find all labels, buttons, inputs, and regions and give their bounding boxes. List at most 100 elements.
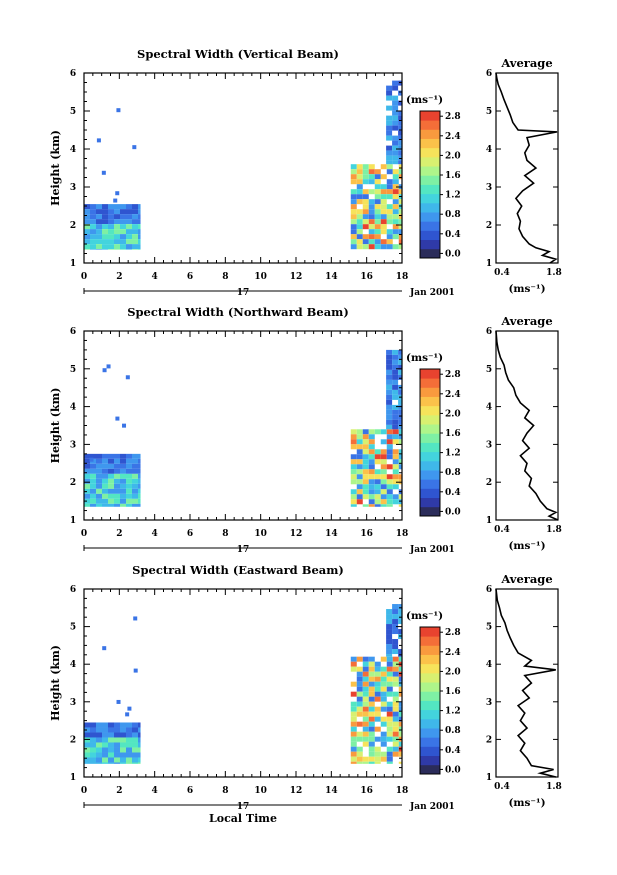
heatmap-cell-2-0 bbox=[120, 762, 126, 764]
heatmap-cell-1-1 bbox=[374, 504, 381, 507]
heatmap-cell-0-1 bbox=[392, 174, 399, 180]
heatmap-cell-0-0 bbox=[120, 244, 126, 250]
heatmap-cell-1-1 bbox=[362, 464, 369, 470]
heatmap-cell-2-0 bbox=[84, 752, 90, 758]
heatmap-cell-0-1 bbox=[350, 169, 357, 175]
heatmap-cell-0-1 bbox=[356, 244, 363, 250]
heatmap-cell-0-1 bbox=[362, 179, 369, 185]
heatmap-cell-1-1 bbox=[362, 494, 369, 500]
heatmap-cell-1-0 bbox=[108, 463, 114, 469]
heatmap-cell-1-2 bbox=[392, 394, 399, 400]
heatmap-cell-1-2 bbox=[392, 374, 399, 380]
heatmap-cell-0-0 bbox=[126, 224, 132, 230]
colorbar-swatch bbox=[420, 156, 440, 167]
heatmap-cell-1-0 bbox=[90, 468, 96, 474]
heatmap-cell-2-1 bbox=[392, 691, 399, 697]
heatmap-cell-0-2 bbox=[398, 130, 402, 136]
heatmap-cell-0-1 bbox=[386, 169, 393, 175]
y-tick-label: 5 bbox=[70, 623, 76, 633]
heatmap-cell-1-1 bbox=[398, 434, 402, 440]
heatmap-cell-1-1 bbox=[380, 504, 387, 507]
heatmap-cell-2-0 bbox=[90, 727, 96, 733]
heatmap-cell-1-1 bbox=[368, 444, 375, 450]
heatmap-cell-0-1 bbox=[398, 189, 402, 195]
heatmap-cell-0-1 bbox=[398, 174, 402, 180]
heatmap-cell-2-2 bbox=[386, 654, 393, 657]
heatmap-cell-1-2 bbox=[392, 354, 399, 360]
colorbar-swatch bbox=[420, 636, 440, 646]
heatmap-cell-2-1 bbox=[350, 756, 357, 762]
heatmap-cell-0-0 bbox=[108, 234, 114, 240]
heatmap-cell-1-1 bbox=[386, 479, 393, 485]
heatmap-cell-0-1 bbox=[350, 214, 357, 220]
heatmap-cell-0-1 bbox=[398, 219, 402, 225]
colorbar-tick-label: 1.6 bbox=[445, 429, 461, 439]
heatmap-cell-1-2 bbox=[386, 419, 393, 425]
heatmap-cell-1-2 bbox=[386, 424, 393, 430]
heatmap-cell-2-1 bbox=[374, 681, 381, 687]
heatmap-cell-1-1 bbox=[380, 474, 387, 480]
heatmap-cell-1-2 bbox=[386, 374, 393, 380]
heatmap-cell-1-2 bbox=[398, 369, 402, 375]
heatmap-cell-0-1 bbox=[350, 194, 357, 200]
heatmap-cell-2-0 bbox=[132, 737, 138, 743]
heatmap-cell-2-1 bbox=[398, 666, 402, 672]
heatmap-cell-0-0 bbox=[84, 209, 90, 215]
heatmap-cell-1-0 bbox=[132, 458, 138, 464]
heatmap-cell-2-1 bbox=[362, 701, 369, 707]
y-axis-label: Height (km) bbox=[49, 388, 62, 464]
heatmap-cell-1-1 bbox=[362, 439, 369, 445]
heatmap-cell-2-0 bbox=[102, 737, 108, 743]
heatmap-cell-0-1 bbox=[374, 204, 381, 210]
heatmap-cell-1-1 bbox=[368, 469, 375, 475]
heatmap-cell-1-2 bbox=[392, 364, 399, 370]
heatmap-cell-0-1 bbox=[380, 229, 387, 235]
heatmap-cell-1-0 bbox=[120, 483, 126, 489]
heatmap-cell-2-1 bbox=[350, 656, 357, 662]
heatmap-cell-1-0 bbox=[114, 493, 120, 499]
panel-0: Spectral Width (Vertical Beam)0 2 4 6 8 10 12 1… bbox=[49, 47, 562, 298]
heatmap-cell-1-1 bbox=[386, 489, 393, 495]
heatmap-cell-0-2 bbox=[392, 80, 399, 86]
heatmap-cell-2-0 bbox=[102, 752, 108, 758]
colorbar-swatch bbox=[420, 111, 440, 121]
heatmap-cell-1-2 bbox=[386, 404, 393, 410]
heatmap-cell-0-1 bbox=[350, 204, 357, 210]
colorbar-swatch bbox=[420, 460, 440, 471]
heatmap-cell-0-1 bbox=[386, 244, 393, 250]
colorbar-swatch bbox=[420, 221, 440, 231]
heatmap-cell-1-0 bbox=[96, 478, 102, 484]
heatmap-cell-0-2 bbox=[392, 160, 399, 165]
x-tick-label: 10 bbox=[254, 272, 267, 282]
y-tick-label: 3 bbox=[70, 698, 76, 708]
heatmap-cell-2-1 bbox=[362, 761, 369, 764]
heatmap-cell-1-1 bbox=[368, 449, 375, 455]
heatmap-cell-0-0 bbox=[102, 224, 108, 230]
heatmap-cell-0-1 bbox=[386, 164, 393, 170]
heatmap-cell-0-0 bbox=[102, 219, 108, 225]
heatmap-cell-0-2 bbox=[386, 135, 393, 141]
heatmap-cell-2-1 bbox=[374, 711, 381, 717]
heatmap-cell-1-1 bbox=[386, 494, 393, 500]
heatmap-cell-0-2 bbox=[386, 105, 393, 111]
heatmap-cell-0-1 bbox=[356, 209, 363, 215]
colorbar-swatch bbox=[420, 212, 440, 222]
heatmap-cell-1-0 bbox=[114, 453, 120, 459]
heatmap-cell-1-1 bbox=[368, 434, 375, 440]
heatmap-cell-2-1 bbox=[350, 711, 357, 717]
heatmap-cell-0-1 bbox=[356, 214, 363, 220]
heatmap-cell-0-0 bbox=[102, 239, 108, 245]
heatmap-cell-1-1 bbox=[374, 489, 381, 495]
heatmap-cell-0-2 bbox=[398, 140, 402, 146]
heatmap-cell-1-0 bbox=[132, 463, 138, 469]
heatmap-cell-2-2 bbox=[386, 639, 393, 645]
heatmap-cell-0-2 bbox=[386, 145, 393, 151]
heatmap-cell-1-0 bbox=[120, 503, 126, 507]
heatmap-cell-1-0 bbox=[126, 483, 132, 489]
heatmap-cell-1-1 bbox=[374, 484, 381, 490]
heatmap-cell-2-1 bbox=[380, 706, 387, 712]
heatmap-cell-2-1 bbox=[356, 656, 363, 662]
heatmap-cell-0-2 bbox=[398, 135, 402, 141]
heatmap-cell-1-0 bbox=[102, 473, 108, 479]
